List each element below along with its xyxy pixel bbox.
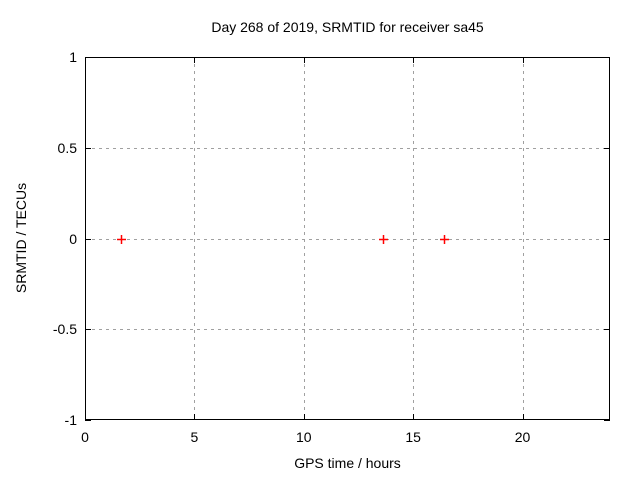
y-tick-label: 0: [69, 230, 77, 247]
x-tick-label: 5: [190, 429, 199, 445]
y-tick-label: -0.5: [52, 321, 77, 338]
x-tick-label: 0: [81, 429, 89, 445]
x-tick-label: 15: [405, 429, 421, 445]
y-tick-label: 1: [69, 49, 77, 65]
x-axis-label: GPS time / hours: [294, 455, 401, 471]
y-tick-label: -1: [64, 412, 77, 428]
chart-title: Day 268 of 2019, SRMTID for receiver sa4…: [211, 19, 484, 35]
x-tick-label: 20: [514, 429, 531, 445]
plot-border: [85, 57, 610, 420]
x-tick-label: 10: [295, 429, 312, 445]
y-tick-label: 0.5: [57, 139, 77, 156]
